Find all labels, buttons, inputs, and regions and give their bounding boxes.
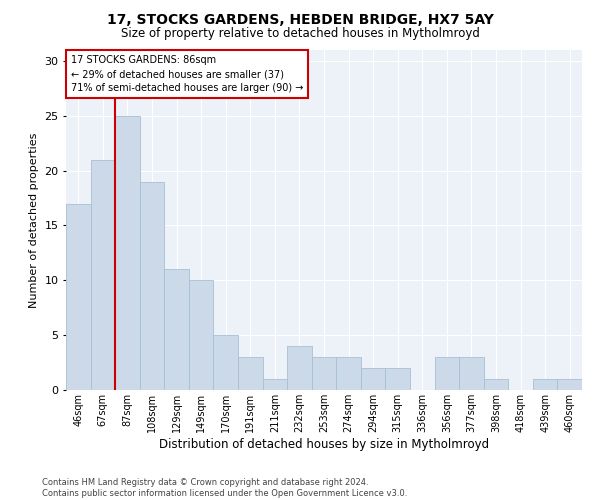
Bar [336,357,361,390]
Bar [263,379,287,390]
Text: Size of property relative to detached houses in Mytholmroyd: Size of property relative to detached ho… [121,28,479,40]
Bar [434,357,459,390]
Text: Contains HM Land Registry data © Crown copyright and database right 2024.
Contai: Contains HM Land Registry data © Crown c… [42,478,407,498]
Bar [214,335,238,390]
Bar [66,204,91,390]
Bar [238,357,263,390]
Bar [91,160,115,390]
Text: 17 STOCKS GARDENS: 86sqm
← 29% of detached houses are smaller (37)
71% of semi-d: 17 STOCKS GARDENS: 86sqm ← 29% of detach… [71,55,304,93]
Bar [361,368,385,390]
Bar [164,270,189,390]
Text: 17, STOCKS GARDENS, HEBDEN BRIDGE, HX7 5AY: 17, STOCKS GARDENS, HEBDEN BRIDGE, HX7 5… [107,12,493,26]
Bar [557,379,582,390]
Bar [189,280,214,390]
Bar [140,182,164,390]
Bar [312,357,336,390]
Bar [385,368,410,390]
X-axis label: Distribution of detached houses by size in Mytholmroyd: Distribution of detached houses by size … [159,438,489,450]
Y-axis label: Number of detached properties: Number of detached properties [29,132,38,308]
Bar [115,116,140,390]
Bar [533,379,557,390]
Bar [484,379,508,390]
Bar [459,357,484,390]
Bar [287,346,312,390]
